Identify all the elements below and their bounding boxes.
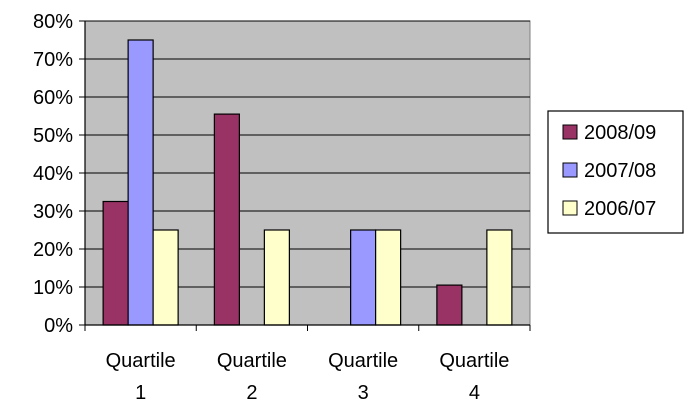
y-tick-label: 10% (33, 277, 73, 299)
bar-2008-09-cat-1 (102, 200, 129, 326)
x-tick-label: 1 (135, 382, 146, 404)
legend-swatch (562, 124, 578, 140)
bar-2007-08-cat-1 (127, 39, 154, 326)
legend: 2008/09 2007/08 2006/07 (547, 110, 684, 234)
x-tick-label: Quartile (328, 350, 398, 372)
y-tick-label: 0% (44, 315, 73, 337)
legend-swatch (562, 200, 578, 216)
y-tick-label: 30% (33, 201, 73, 223)
bar-2006-07-cat-2 (263, 229, 290, 326)
legend-label: 2007/08 (584, 160, 656, 182)
legend-swatch (562, 162, 578, 178)
bar-2008-09-cat-2 (213, 113, 240, 326)
legend-label: 2006/07 (584, 198, 656, 220)
x-tick-label: Quartile (106, 350, 176, 372)
x-tick-label: 2 (246, 382, 257, 404)
legend-label: 2008/09 (584, 122, 656, 144)
axes: 0% 10% 20% 30% 40% 50% 60% 70% 80% Quartile 1 Quart… (33, 11, 531, 404)
x-tick-label: 3 (358, 382, 369, 404)
y-tick-label: 20% (33, 239, 73, 261)
y-tick-label: 80% (33, 11, 73, 33)
y-tick-label: 60% (33, 87, 73, 109)
bar-2006-07-cat-1 (152, 229, 179, 326)
y-tick-label: 50% (33, 125, 73, 147)
bar-2006-07-cat-3 (375, 229, 402, 326)
x-tick-label: 4 (469, 382, 480, 404)
y-tick-label: 40% (33, 163, 73, 185)
bar-2008-09-cat-4 (436, 284, 463, 326)
plot-area (84, 20, 531, 326)
x-tick-label: Quartile (217, 350, 287, 372)
bar-2006-07-cat-4 (486, 229, 513, 326)
bar-2007-08-cat-3 (350, 229, 377, 326)
x-tick-label: Quartile (439, 350, 509, 372)
y-tick-label: 70% (33, 49, 73, 71)
